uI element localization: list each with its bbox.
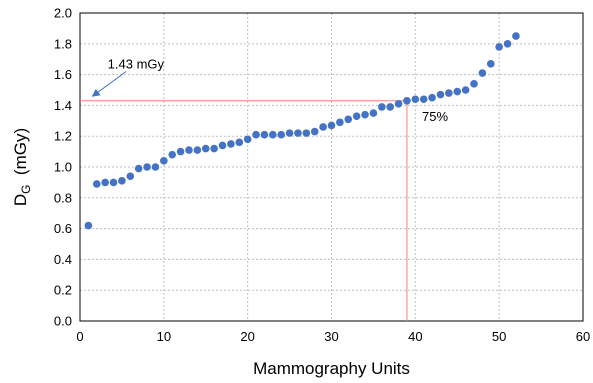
y-axis-label-subscript: G [19,185,33,194]
data-point [403,96,411,105]
y-tick-label: 1.4 [54,98,72,113]
x-tick-label: 10 [157,329,171,344]
plot-area-frame [79,12,584,322]
x-tick-label: 60 [576,329,590,344]
data-point [252,130,260,139]
y-tick-label: 0.0 [54,314,72,329]
annotation-arrow [91,71,127,97]
y-tick-label: 1.8 [54,36,72,51]
data-point [411,95,420,104]
data-point [101,178,109,187]
annotations: 1.43 mGy 75% [91,56,448,124]
data-point [445,89,453,97]
data-point [302,129,311,137]
data-point [470,80,478,88]
reference-lines [80,100,408,321]
y-tick-label: 1.2 [54,129,72,144]
data-point [193,146,202,154]
data-point [151,163,160,171]
y-axis-ticks: 0.0 0.2 0.4 0.6 0.8 1.0 1.2 1.4 1.6 1.8 2.0 [54,6,72,329]
data-point [109,178,118,187]
y-tick-label: 1.6 [54,67,72,82]
data-point [486,60,495,68]
data-point [428,93,436,102]
data-point [143,163,151,171]
data-point [201,144,210,153]
data-point [394,100,403,108]
annotation-percent-label: 75% [422,109,448,124]
data-point [227,140,235,148]
data-point [294,129,302,137]
y-axis-label-unit: (mGy) [11,128,30,185]
data-point [260,130,269,139]
y-tick-label: 0.6 [54,221,72,236]
x-tick-label: 50 [492,329,506,344]
data-point [185,146,193,154]
data-point [277,130,286,139]
x-tick-label: 30 [324,329,338,344]
data-point [134,164,143,173]
y-tick-label: 2.0 [54,6,72,21]
y-tick-label: 0.8 [54,190,72,205]
data-point [436,90,445,99]
y-axis-label-main: D [11,194,30,206]
data-point [218,141,227,150]
x-axis-label: Mammography Units [253,359,410,378]
data-point [453,87,462,96]
data-point [461,86,470,94]
data-point [310,127,319,136]
y-tick-label: 0.4 [54,252,72,267]
data-point [243,135,252,144]
data-point [126,172,135,181]
data-point [386,103,394,111]
data-point [319,123,327,131]
x-axis-ticks: 0 10 20 30 40 50 60 [76,329,590,344]
data-point [327,121,336,130]
data-point [118,177,126,185]
data-point [176,147,185,156]
data-point [361,110,369,119]
data-point [92,180,101,188]
y-tick-label: 0.2 [54,283,72,298]
data-point [285,129,294,137]
data-points [84,32,520,230]
data-point [378,103,386,111]
data-point [495,43,503,51]
x-tick-label: 20 [240,329,254,344]
y-axis-label: DG (mGy) [11,128,33,206]
data-point [160,157,168,165]
data-point [419,95,428,104]
data-point [336,118,344,127]
annotation-dose-label: 1.43 mGy [108,56,165,71]
x-tick-label: 40 [408,329,422,344]
data-point [168,150,177,159]
data-point [210,144,218,153]
data-point [478,69,487,77]
x-tick-label: 0 [76,329,83,344]
data-point [369,109,378,117]
data-point [84,221,93,230]
data-point [503,40,512,48]
data-point [344,115,353,124]
data-point [512,32,520,40]
y-tick-label: 1.0 [54,160,72,175]
data-point [235,138,244,147]
data-point [269,130,277,139]
data-point [352,112,361,120]
